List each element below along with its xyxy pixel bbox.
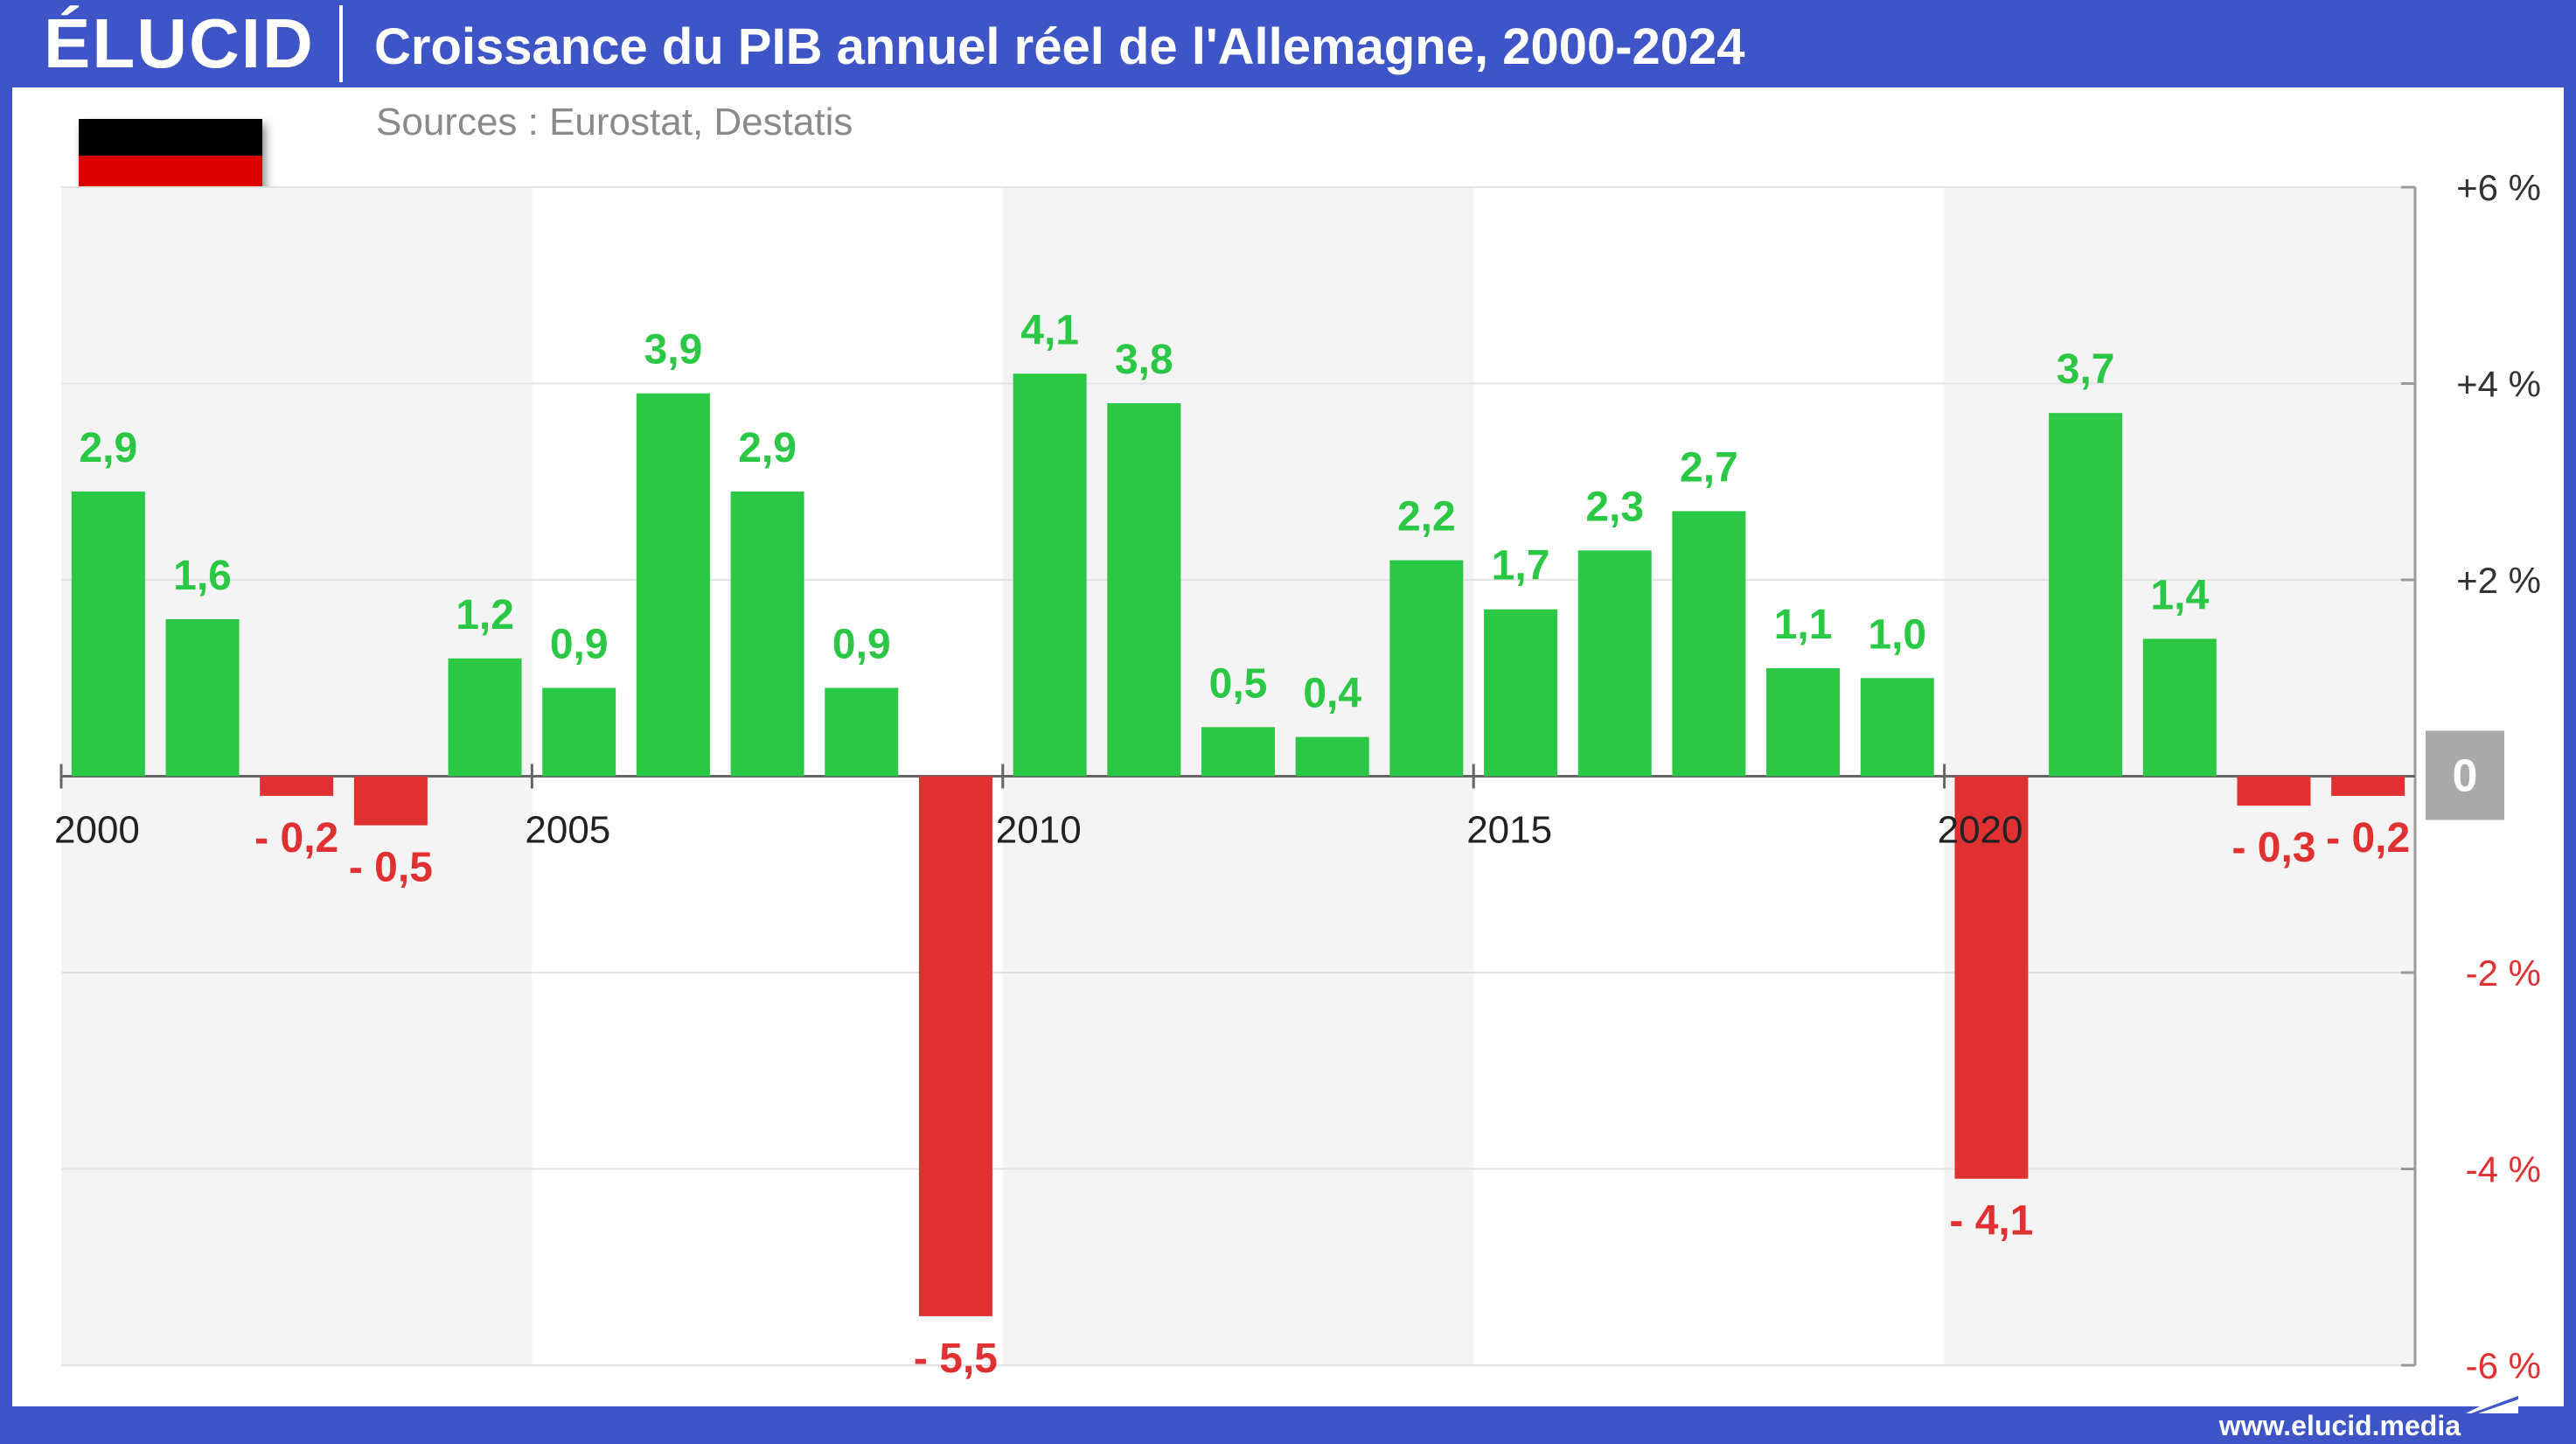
bar-2003 (353, 776, 428, 826)
data-label: 1,4 (2150, 572, 2209, 618)
data-label: 1,7 (1492, 543, 1550, 589)
x-tick-label: 2020 (1938, 809, 2023, 852)
data-label: - 0,5 (349, 845, 433, 891)
bar-2021 (2049, 413, 2123, 777)
data-label: - 0,2 (2326, 815, 2410, 862)
bar-2022 (2142, 638, 2217, 777)
y-tick-label: +4 % (2456, 364, 2541, 405)
data-label: 1,2 (456, 592, 514, 638)
bar-2013 (1295, 736, 1369, 777)
y-tick-label: +2 % (2456, 560, 2541, 601)
bar-2023 (2237, 776, 2311, 806)
x-tick-label: 2005 (525, 809, 610, 852)
data-label: - 5,5 (914, 1336, 998, 1382)
bar-2014 (1389, 560, 1464, 777)
bar-2008 (825, 687, 899, 777)
y-tick-label: 0 (2453, 751, 2478, 802)
bar-2005 (542, 687, 616, 777)
chart-subtitle: Sources : Eurostat, Destatis (376, 101, 853, 143)
footer-url[interactable]: www.elucid.media (2218, 1410, 2461, 1441)
bar-2024 (2331, 776, 2405, 796)
data-label: - 0,3 (2231, 825, 2315, 871)
bar-2002 (260, 776, 334, 796)
header-divider (339, 5, 343, 82)
data-label: 3,8 (1115, 337, 1173, 383)
bar-2001 (165, 618, 240, 777)
y-tick-label: +6 % (2456, 167, 2541, 208)
bar-2011 (1107, 402, 1181, 777)
y-tick-label: -2 % (2466, 952, 2541, 994)
flag-stripe-black (79, 119, 262, 156)
x-tick-label: 2010 (996, 809, 1082, 852)
bar-2006 (636, 393, 710, 777)
bar-2018 (1766, 668, 1841, 777)
data-label: 1,0 (1868, 611, 1926, 658)
data-label: - 0,2 (254, 815, 338, 862)
data-label: 2,7 (1680, 444, 1738, 491)
data-label: 3,9 (644, 327, 703, 373)
bar-2012 (1201, 727, 1275, 777)
y-tick-label: -4 % (2466, 1149, 2541, 1190)
bar-2004 (448, 658, 522, 777)
footer-bar (0, 1406, 2576, 1444)
data-label: 1,1 (1774, 602, 1833, 648)
data-label: 0,4 (1303, 671, 1361, 717)
bar-2019 (1860, 678, 1934, 777)
y-tick-label: -6 % (2466, 1345, 2541, 1386)
data-label: 2,9 (738, 425, 797, 471)
data-label: 0,9 (832, 621, 891, 667)
bar-2009 (918, 776, 992, 1316)
bar-2015 (1484, 609, 1558, 777)
data-label: 1,6 (173, 553, 232, 599)
data-label: 0,9 (550, 621, 609, 667)
bar-2017 (1672, 511, 1746, 777)
data-label: 4,1 (1020, 307, 1079, 353)
data-label: - 4,1 (1949, 1198, 2033, 1245)
bar-2020 (1954, 776, 2029, 1179)
bar-2010 (1013, 373, 1087, 777)
x-tick-label: 2000 (54, 809, 140, 852)
data-label: 2,3 (1585, 484, 1644, 530)
data-label: 0,5 (1209, 660, 1268, 707)
elucid-mark-icon (2466, 1387, 2518, 1413)
zero-badge (2426, 730, 2504, 820)
data-label: 3,7 (2057, 346, 2115, 393)
chart-title: Croissance du PIB annuel réel de l'Allem… (374, 18, 1745, 75)
bar-2016 (1577, 550, 1652, 777)
data-label: 2,2 (1397, 494, 1456, 541)
data-label: 2,9 (79, 425, 137, 471)
bar-2000 (71, 491, 145, 777)
bar-2007 (730, 491, 804, 777)
header-bar (0, 0, 2576, 87)
elucid-logo: ÉLUCID (44, 4, 315, 82)
x-tick-label: 2015 (1466, 809, 1552, 852)
